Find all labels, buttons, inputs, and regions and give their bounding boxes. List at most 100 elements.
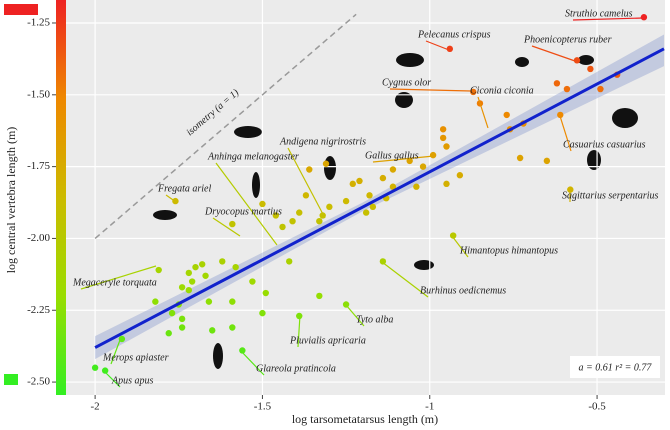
data-point <box>379 258 387 265</box>
fit-line <box>94 47 665 349</box>
data-point <box>413 183 420 190</box>
x-tick-label: -0.5 <box>588 401 606 413</box>
annotation-leader <box>531 45 576 62</box>
data-point <box>573 57 581 64</box>
data-point <box>543 157 551 165</box>
data-point <box>259 200 266 208</box>
data-point <box>91 364 99 371</box>
annotation: Casuarius casuarius <box>563 139 646 150</box>
data-point <box>178 284 186 291</box>
annotation-leader <box>451 235 469 258</box>
data-point <box>178 315 186 323</box>
data-point <box>362 209 370 216</box>
data-point <box>349 180 356 188</box>
annotation: Phoenicopterus ruber <box>523 34 612 45</box>
data-point <box>101 367 109 374</box>
y-tick-label: -1.50 <box>27 88 50 100</box>
data-point <box>198 261 206 268</box>
data-point <box>262 289 269 297</box>
annotation-leader <box>389 88 472 92</box>
data-point <box>379 174 387 182</box>
data-point <box>326 203 333 211</box>
isometry-line <box>94 13 357 240</box>
annotation: Himantopus himantopus <box>459 245 558 256</box>
data-point <box>419 163 427 170</box>
annotation: Megaceryle torquata <box>72 277 157 288</box>
color-bar <box>56 0 66 395</box>
data-point <box>296 209 303 216</box>
annotation: Pelecanus crispus <box>417 29 491 40</box>
y-tick-label: -2.50 <box>27 376 50 388</box>
y-tick-label: -2.00 <box>27 232 50 244</box>
data-point <box>597 85 604 93</box>
data-point <box>286 258 293 265</box>
data-point <box>178 324 186 331</box>
annotation-leader <box>239 349 265 376</box>
data-point <box>429 151 437 159</box>
annotation: Pluvialis apricaria <box>289 335 366 346</box>
data-point <box>470 88 477 96</box>
annotation-leader <box>80 265 157 290</box>
annotation-leader <box>165 194 177 203</box>
data-point <box>239 347 246 354</box>
annotation-leader <box>297 314 301 348</box>
data-point <box>152 298 159 305</box>
annotation: Burhinus oedicnemus <box>420 285 506 296</box>
data-point <box>306 166 313 173</box>
data-point <box>640 14 648 21</box>
data-point <box>342 301 350 308</box>
data-point <box>229 324 236 331</box>
annotation: Gallus gallus <box>365 150 419 161</box>
data-point <box>185 286 193 294</box>
data-point <box>443 180 450 188</box>
silhouettes <box>66 0 665 395</box>
stats-box <box>570 356 660 378</box>
annotation-leader <box>381 261 429 298</box>
data-point <box>369 203 377 211</box>
annotation: Struthio camelus <box>565 8 633 19</box>
annotation-leader <box>287 147 326 219</box>
data-point <box>302 192 310 199</box>
data-point <box>232 263 239 271</box>
data-point <box>192 263 199 271</box>
data-point <box>557 111 564 119</box>
annotation-leader <box>212 217 241 237</box>
annotation-leader <box>110 339 121 365</box>
data-point <box>188 278 196 285</box>
data-point <box>587 65 594 73</box>
stats-text: a = 0.61 r² = 0.77 <box>579 362 653 373</box>
annotation: Fregata ariel <box>157 183 211 194</box>
annotation-leader <box>102 369 121 388</box>
annotation-leader <box>477 96 489 129</box>
data-point <box>209 327 216 334</box>
x-tick-label: -2 <box>91 401 100 413</box>
annotation: Anhinga melanogaster <box>207 151 299 162</box>
annotation: Cygnus olor <box>382 77 431 88</box>
data-point <box>316 292 323 300</box>
annotation-leader <box>345 304 365 327</box>
y-tick-label: -1.25 <box>27 17 50 29</box>
data-point <box>316 218 323 225</box>
data-point <box>389 166 397 173</box>
data-point <box>563 85 571 93</box>
data-point <box>322 160 330 167</box>
annotation: Ciconia ciconia <box>470 85 534 96</box>
x-tick-label: -1.5 <box>254 401 272 413</box>
annotation-leader <box>372 155 435 163</box>
data-point <box>279 223 286 231</box>
x-axis-label: log tarsometatarsus length (m) <box>292 412 438 426</box>
data-point <box>567 186 574 193</box>
x-tick-label: -1 <box>425 401 434 413</box>
data-point <box>443 143 450 150</box>
annotation: Sagittarius serpentarius <box>562 190 659 201</box>
data-point <box>553 80 561 87</box>
data-point <box>406 157 413 165</box>
color-key-low <box>4 374 18 385</box>
data-point <box>439 126 447 133</box>
annotation-leader <box>559 115 572 152</box>
data-point <box>503 111 510 119</box>
data-point <box>165 330 172 337</box>
data-point <box>205 298 213 305</box>
data-point <box>449 232 457 239</box>
